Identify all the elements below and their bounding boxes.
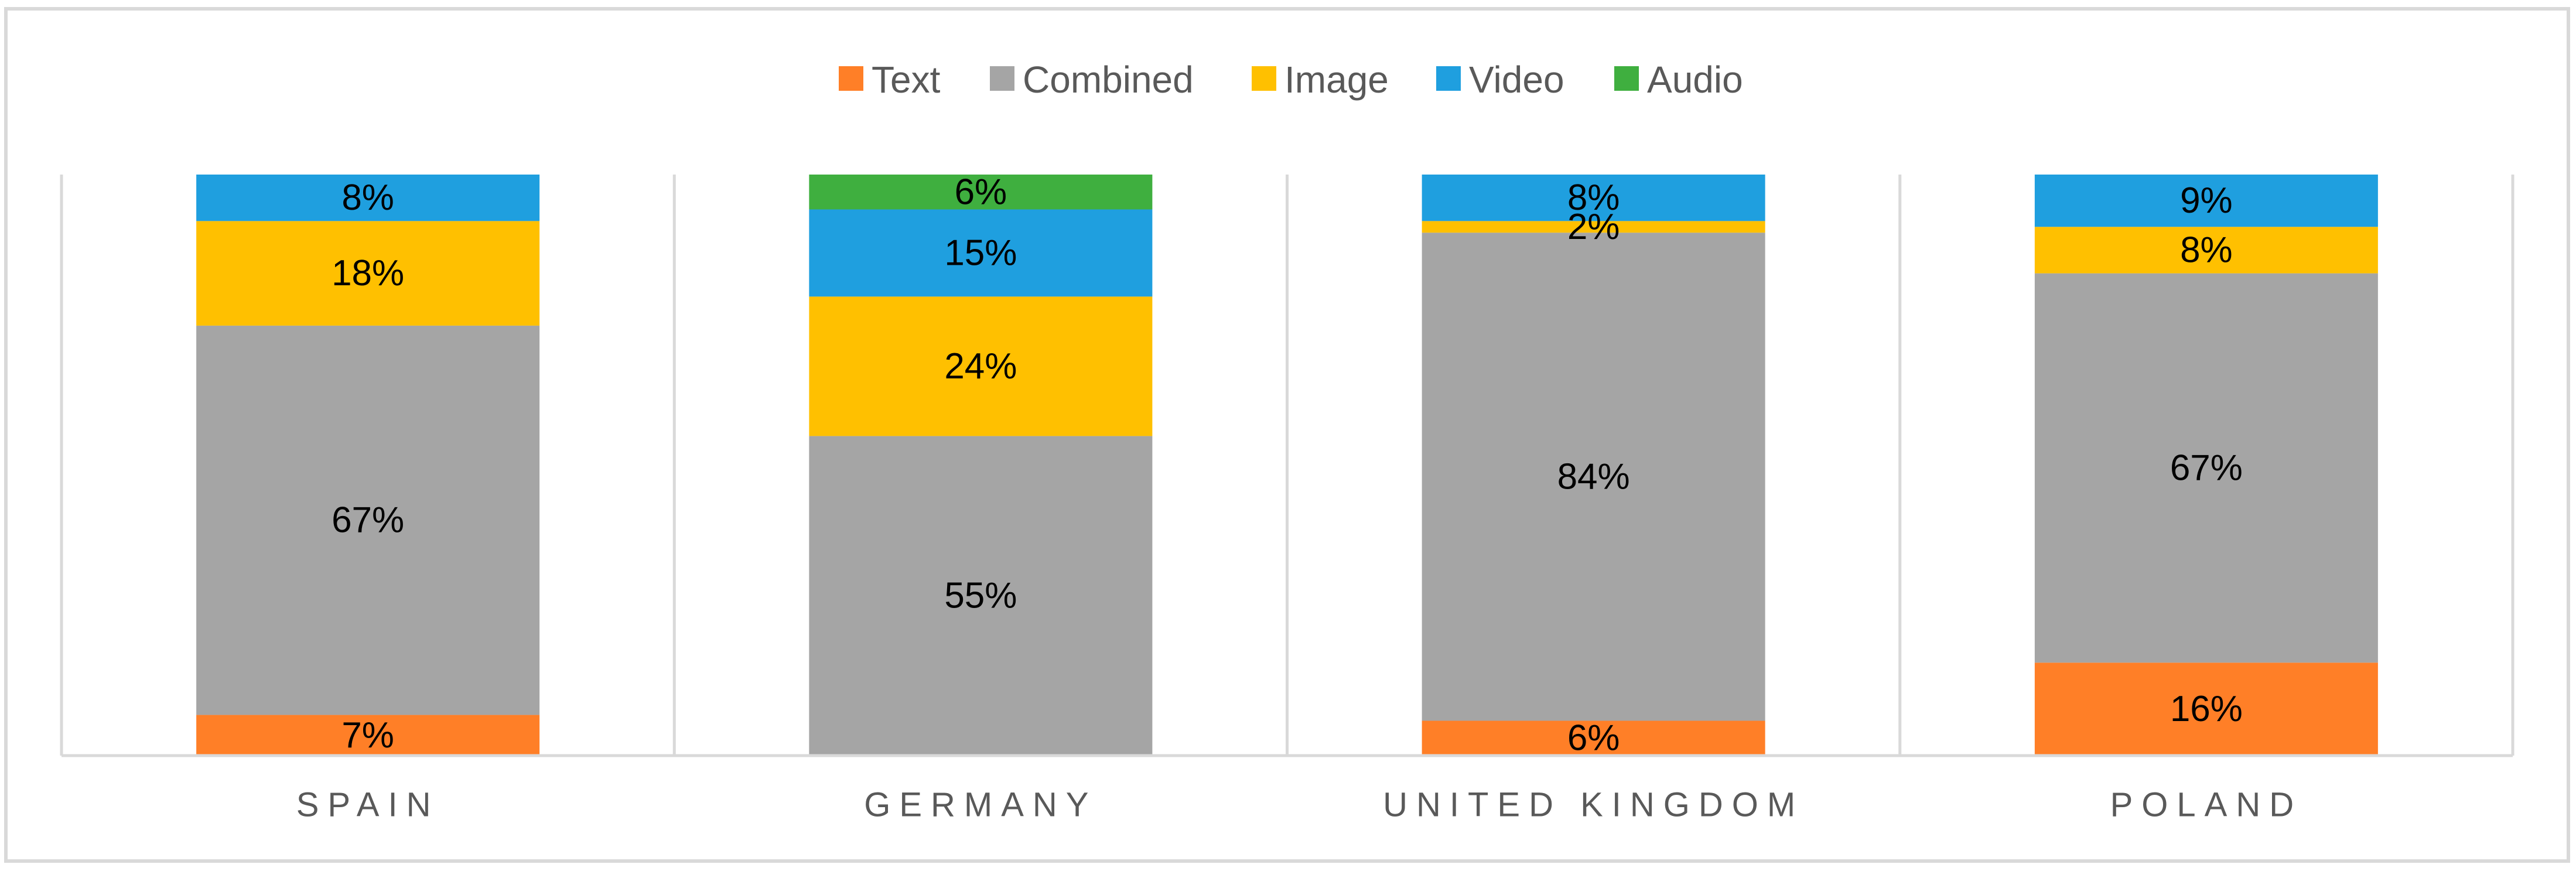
bar-segment-germany-image xyxy=(809,296,1153,436)
legend-item-audio: Audio xyxy=(1614,59,1743,101)
legend-item-video: Video xyxy=(1436,59,1564,101)
x-tick-label-poland: POLAND xyxy=(2110,786,2303,824)
legend-swatch-video xyxy=(1436,66,1461,91)
data-label-spain-video: 8% xyxy=(341,177,394,218)
x-tick-label-germany: GERMANY xyxy=(864,786,1097,824)
data-label-poland-image: 8% xyxy=(2180,230,2233,270)
legend-item-image: Image xyxy=(1252,59,1389,101)
bar-segment-poland-image xyxy=(2034,227,2378,274)
bar-segment-poland-video xyxy=(2034,175,2378,227)
legend-swatch-audio xyxy=(1614,66,1639,91)
legend-label-text: Text xyxy=(872,59,941,101)
x-tick-label-spain: SPAIN xyxy=(296,786,440,824)
legend-item-text: Text xyxy=(839,59,941,101)
bar-segment-united-kingdom-combined xyxy=(1422,233,1765,721)
legend-item-combined: Combined xyxy=(990,59,1194,101)
data-label-germany-video: 15% xyxy=(944,233,1017,273)
data-label-poland-combined: 67% xyxy=(2170,448,2243,488)
data-label-poland-video: 9% xyxy=(2180,180,2233,221)
legend-label-audio: Audio xyxy=(1647,59,1743,101)
data-label-united-kingdom-video: 8% xyxy=(1567,177,1620,218)
data-label-united-kingdom-combined: 84% xyxy=(1557,456,1630,497)
data-label-united-kingdom-text: 6% xyxy=(1567,718,1620,759)
bar-segment-poland-text xyxy=(2034,662,2378,756)
bar-segment-united-kingdom-image xyxy=(1422,221,1765,233)
data-label-spain-combined: 67% xyxy=(332,500,404,541)
data-label-germany-audio: 6% xyxy=(955,172,1007,212)
bar-segment-spain-combined xyxy=(196,325,540,715)
legend-swatch-text xyxy=(839,66,863,91)
bar-segment-spain-text xyxy=(196,715,540,756)
bar-segment-united-kingdom-text xyxy=(1422,720,1765,756)
bar-segment-poland-combined xyxy=(2034,273,2378,663)
x-tick-label-united-kingdom: UNITED KINGDOM xyxy=(1383,786,1804,824)
legend-swatch-combined xyxy=(990,66,1014,91)
legend-label-video: Video xyxy=(1469,59,1564,101)
data-labels: 7%67%18%8%55%24%15%6%6%84%2%8%16%67%8%9% xyxy=(332,172,2243,758)
x-axis: SPAIN GERMANY UNITED KINGDOM POLAND xyxy=(62,754,2513,824)
bar-segment-spain-video xyxy=(196,175,540,221)
gridlines xyxy=(60,175,2514,756)
data-label-spain-image: 18% xyxy=(332,253,404,293)
bars xyxy=(196,175,2378,756)
data-label-germany-image: 24% xyxy=(944,346,1017,387)
legend-swatch-image xyxy=(1252,66,1276,91)
data-label-poland-text: 16% xyxy=(2170,689,2243,729)
bar-segment-germany-audio xyxy=(809,175,1153,210)
bar-segment-spain-image xyxy=(196,221,540,326)
data-label-germany-combined: 55% xyxy=(944,576,1017,616)
legend-label-combined: Combined xyxy=(1023,59,1194,101)
data-label-united-kingdom-image: 2% xyxy=(1567,207,1620,247)
bar-segment-germany-video xyxy=(809,209,1153,297)
legend: Text Combined Image Video Audio xyxy=(839,59,1743,101)
legend-label-image: Image xyxy=(1284,59,1389,101)
data-label-spain-text: 7% xyxy=(341,715,394,756)
bar-segment-united-kingdom-video xyxy=(1422,175,1765,221)
bar-segment-germany-combined xyxy=(809,436,1153,756)
